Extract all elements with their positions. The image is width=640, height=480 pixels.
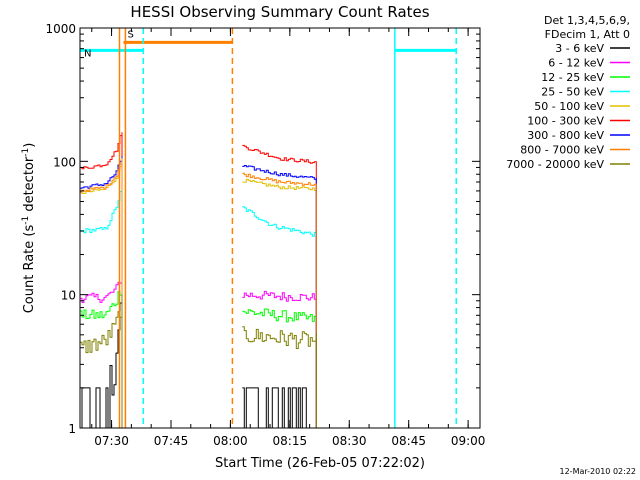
flag-label: S: [127, 29, 133, 40]
x-tick-label: 08:30: [332, 434, 367, 448]
x-tick-label: 08:15: [273, 434, 308, 448]
series-line: [242, 178, 317, 428]
legend-label: 7000 - 20000 keV: [506, 158, 604, 171]
y-axis-label-sup1: -1: [21, 216, 31, 225]
series-line: [80, 274, 123, 428]
plot-frame: [79, 27, 481, 429]
series-line: [80, 158, 123, 428]
legend-label: 6 - 12 keV: [548, 57, 604, 70]
legend-label: 50 - 100 keV: [534, 100, 604, 113]
y-tick-label: 1000: [45, 22, 76, 36]
axes: 07:30 07:45 08:00 08:15 08:30 08:45 09:00 1 10 10…: [45, 22, 485, 448]
timestamp: 12-Mar-2010 02:22: [560, 467, 637, 476]
x-tick-label: 07:30: [94, 434, 129, 448]
flag-label: N: [84, 48, 91, 59]
y-tick-label: 1: [68, 422, 76, 436]
y-axis-label-mid: detector: [22, 156, 37, 216]
x-tick-label: 08:00: [213, 434, 248, 448]
y-axis-label-end: ): [22, 143, 37, 148]
series-line: [80, 288, 123, 428]
chart-title: HESSI Observing Summary Count Rates: [130, 3, 429, 21]
series-line: [242, 290, 317, 428]
legend-label: 100 - 300 keV: [527, 115, 604, 128]
series-line: [242, 144, 317, 428]
x-tick-label: 07:45: [154, 434, 189, 448]
series-line: [242, 387, 317, 429]
legend-label: 800 - 7000 keV: [520, 144, 604, 157]
x-axis-label: Start Time (26-Feb-05 07:22:02): [215, 456, 425, 471]
legend-header-line-1: Det 1,3,4,5,6,9,: [544, 14, 630, 27]
legend-label: 300 - 800 keV: [527, 129, 604, 142]
legend-label: 25 - 50 keV: [541, 86, 604, 99]
series-line: [80, 132, 123, 428]
y-axis-label: Count Rate (s-1 detector-1): [21, 143, 37, 314]
series-line: [80, 185, 123, 428]
series-line: [242, 172, 317, 428]
legend-label: 3 - 6 keV: [555, 42, 604, 55]
series-lines: [80, 132, 317, 429]
y-axis-label-main: Count Rate (s: [22, 225, 37, 314]
series-line: [242, 326, 317, 428]
series-line: [80, 261, 123, 429]
series-line: [80, 294, 123, 428]
y-tick-label: 10: [61, 289, 76, 303]
legend-header-line-2: FDecim 1, Att 0: [545, 28, 630, 41]
y-axis-label-sup2: -1: [21, 148, 31, 157]
series-line: [80, 156, 123, 428]
series-line: [242, 308, 317, 428]
x-tick-label: 09:00: [451, 434, 486, 448]
series-line: [242, 165, 317, 428]
flag-bars: SN: [80, 29, 457, 59]
x-tick-label: 08:45: [391, 434, 426, 448]
legend-label: 12 - 25 keV: [541, 71, 604, 84]
series-line: [242, 206, 317, 428]
y-tick-label: 100: [53, 155, 76, 169]
attenuator-lines: [118, 28, 457, 428]
